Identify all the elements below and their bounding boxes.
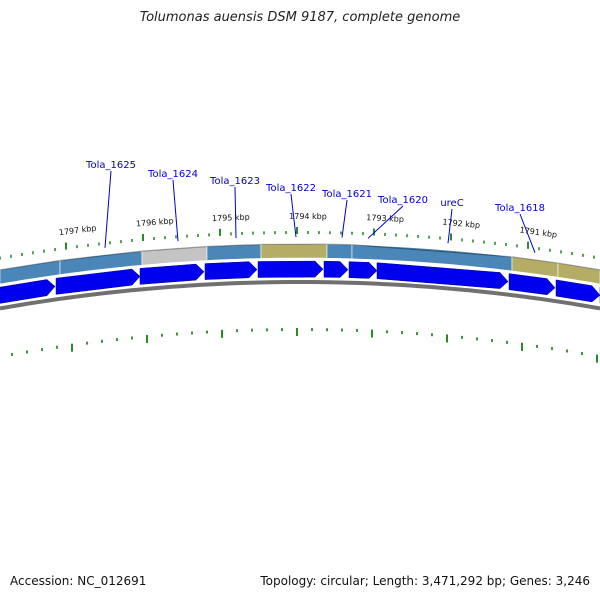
- cds-arrow: [376, 262, 509, 289]
- feature-block-edge: [557, 262, 600, 271]
- gene-label: Tola_1618: [494, 203, 545, 214]
- kbp-label: 1793 kbp: [366, 213, 404, 224]
- kbp-label: 1792 kbp: [442, 218, 480, 230]
- feature-block-edge: [59, 250, 143, 262]
- kbp-label: 1796 kbp: [136, 216, 174, 228]
- gene-leader-line: [341, 199, 348, 238]
- feature-block-edge: [141, 245, 208, 252]
- gene-label: Tola_1624: [147, 169, 198, 180]
- cds-arrow: [508, 273, 556, 296]
- feature-block: [260, 243, 328, 259]
- genome-backbone: [0, 280, 600, 311]
- feature-block: [206, 244, 262, 261]
- feature-track: [0, 243, 600, 285]
- feature-block: [0, 260, 61, 285]
- gene-label: Tola_1621: [321, 189, 372, 200]
- gene-leader-line: [519, 213, 536, 253]
- cds-arrow: [139, 263, 205, 285]
- accession-label: Accession: NC_012691: [10, 574, 147, 588]
- kbp-label: 1794 kbp: [289, 212, 327, 221]
- gene-label: Tola_1622: [265, 183, 316, 194]
- feature-block-edge: [206, 243, 262, 248]
- feature-block-edge: [0, 259, 61, 271]
- feature-block-edge: [351, 244, 513, 258]
- kbp-label: 1795 kbp: [212, 213, 250, 223]
- feature-block-edge: [511, 256, 559, 264]
- cds-track: [0, 260, 600, 304]
- cds-arrow: [0, 279, 56, 304]
- cds-arrow: [323, 260, 349, 278]
- gene-leader-line: [290, 193, 297, 238]
- gene-label: Tola_1623: [209, 176, 260, 187]
- gene-leader-line: [234, 186, 237, 239]
- feature-block: [557, 262, 600, 285]
- feature-block-edge: [326, 243, 353, 246]
- cds-arrow: [348, 261, 378, 279]
- cds-arrow: [555, 279, 600, 303]
- kbp-label: 1797 kbp: [58, 224, 97, 238]
- gene-leader-line: [172, 179, 179, 242]
- genome-summary: Topology: circular; Length: 3,471,292 bp…: [260, 574, 590, 588]
- outer-tick-marks: [0, 227, 595, 260]
- gene-labels: Tola_1625 Tola_1624 Tola_1623 Tola_1622 Tola…: [85, 160, 545, 253]
- gene-leader-line: [104, 170, 112, 248]
- cds-arrow: [204, 261, 258, 280]
- gene-label: ureC: [440, 198, 463, 209]
- cds-arrow: [257, 260, 324, 278]
- feature-block: [326, 243, 353, 260]
- cds-arrow: [55, 268, 141, 295]
- inner-tick-marks: [11, 328, 598, 363]
- backbone-line: [0, 280, 600, 311]
- gene-label: Tola_1620: [377, 195, 428, 206]
- gene-leader-line: [447, 208, 453, 244]
- map-title: Tolumonas auensis DSM 9187, complete gen…: [139, 10, 461, 25]
- kbp-labels: 1797 kbp 1796 kbp 1795 kbp 1794 kbp 1793 kbp…: [58, 212, 557, 240]
- gene-label: Tola_1625: [85, 160, 136, 171]
- gene-leader-line: [367, 205, 404, 239]
